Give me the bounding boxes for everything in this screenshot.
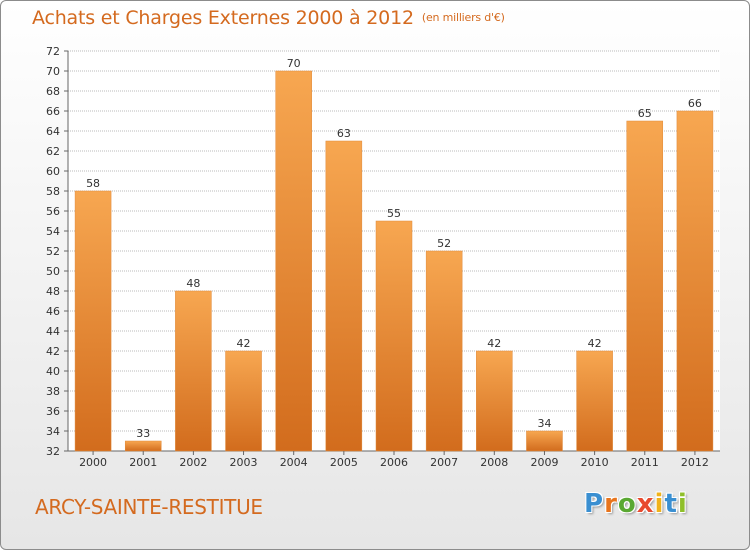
value-label-2011: 65 <box>638 107 652 120</box>
x-tick-label-2002: 2002 <box>179 456 207 469</box>
y-tick-label: 36 <box>46 405 60 418</box>
bar-2000 <box>74 190 112 452</box>
value-label-2004: 70 <box>287 57 301 70</box>
y-tick-label: 32 <box>46 445 60 458</box>
value-label-2000: 58 <box>86 177 100 190</box>
bar-2011 <box>626 120 664 452</box>
value-label-2010: 42 <box>588 337 602 350</box>
value-label-2003: 42 <box>237 337 251 350</box>
y-tick-label: 38 <box>46 385 60 398</box>
x-tick-label-2011: 2011 <box>631 456 659 469</box>
x-tick-label-2012: 2012 <box>681 456 709 469</box>
bar-2007 <box>425 250 463 452</box>
x-tick-label-2006: 2006 <box>380 456 408 469</box>
x-tick-label-2008: 2008 <box>480 456 508 469</box>
chart-title: Achats et Charges Externes 2000 à 2012 (e… <box>32 7 505 29</box>
y-tick-label: 60 <box>46 165 60 178</box>
bar-2010 <box>576 350 613 452</box>
bar-2009 <box>526 430 563 452</box>
x-tick-label-2004: 2004 <box>280 456 308 469</box>
bar-2004 <box>275 70 312 452</box>
logo-letter: i <box>654 489 665 519</box>
y-tick-label: 66 <box>46 105 60 118</box>
y-tick-label: 42 <box>46 345 60 358</box>
y-tick-label: 58 <box>46 185 60 198</box>
value-label-2005: 63 <box>337 127 351 140</box>
y-tick-label: 52 <box>46 245 60 258</box>
logo-letter: t <box>664 489 678 519</box>
value-label-2008: 42 <box>487 337 501 350</box>
x-tick-label-2010: 2010 <box>581 456 609 469</box>
chart-unit: (en milliers d'€) <box>421 11 505 24</box>
y-tick-label: 68 <box>46 85 60 98</box>
commune-name: ARCY-SAINTE-RESTITUE <box>35 495 263 519</box>
bar-2008 <box>476 350 513 452</box>
bar-2001 <box>124 440 162 452</box>
y-tick-label: 56 <box>46 205 60 218</box>
bar-2003 <box>225 350 262 452</box>
logo-letter: x <box>636 489 655 519</box>
value-label-2012: 66 <box>688 97 702 110</box>
x-tick-label-2001: 2001 <box>129 456 157 469</box>
x-tick-label-2007: 2007 <box>430 456 458 469</box>
logo-letter: i <box>677 489 688 519</box>
y-tick-label: 50 <box>46 265 60 278</box>
y-tick-label: 46 <box>46 305 60 318</box>
y-tick-label: 70 <box>46 65 60 78</box>
proxiti-logo: Proxiti <box>584 489 688 519</box>
x-tick-label-2009: 2009 <box>530 456 558 469</box>
y-tick-label: 34 <box>46 425 60 438</box>
logo-letter: r <box>604 489 618 519</box>
bar-2012 <box>676 110 714 452</box>
logo-letter: P <box>584 489 605 519</box>
y-tick-label: 54 <box>46 225 60 238</box>
logo-letter: o <box>617 489 637 519</box>
value-label-2009: 34 <box>537 417 551 430</box>
bar-2002 <box>175 290 212 452</box>
y-tick-label: 64 <box>46 125 60 138</box>
value-label-2002: 48 <box>186 277 200 290</box>
chart-title-text: Achats et Charges Externes 2000 à 2012 <box>32 7 414 29</box>
value-label-2007: 52 <box>437 237 451 250</box>
bar-2005 <box>325 140 363 452</box>
value-label-2001: 33 <box>136 427 150 440</box>
y-tick-label: 48 <box>46 285 60 298</box>
value-label-2006: 55 <box>387 207 401 220</box>
y-tick-label: 62 <box>46 145 60 158</box>
bar-2006 <box>375 220 413 452</box>
y-tick-label: 40 <box>46 365 60 378</box>
y-tick-label: 44 <box>46 325 60 338</box>
y-tick-label: 72 <box>46 45 60 58</box>
x-tick-label-2005: 2005 <box>330 456 358 469</box>
x-tick-label-2000: 2000 <box>79 456 107 469</box>
x-tick-label-2003: 2003 <box>230 456 258 469</box>
